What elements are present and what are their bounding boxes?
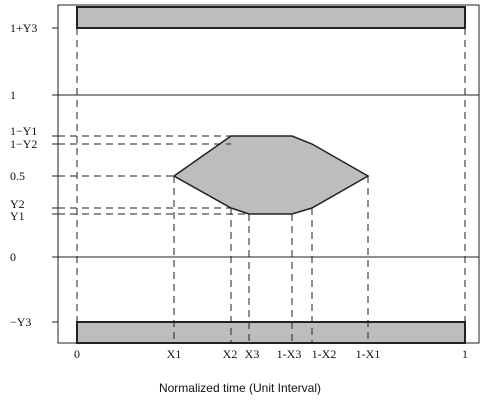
center-mask-polygon	[172, 135, 370, 215]
horizontal-guides	[58, 135, 249, 215]
x-label-x1: X1	[167, 347, 182, 361]
x-label-one-minus-x2: 1-X2	[312, 347, 337, 361]
y-label-half: 0.5	[10, 169, 25, 183]
y-label-y1: Y1	[10, 209, 25, 223]
x-label-one: 1	[462, 347, 468, 361]
x-label-one-minus-x1: 1-X1	[356, 347, 381, 361]
vertical-guides	[76, 28, 466, 343]
y-label-one-minus-y1: 1−Y1	[10, 124, 37, 138]
x-label-x2: X2	[223, 347, 238, 361]
x-label-one-minus-x3: 1-X3	[277, 347, 302, 361]
y-label-one: 1	[10, 88, 16, 102]
y-label-y2: Y2	[10, 197, 25, 211]
x-label-zero: 0	[74, 347, 80, 361]
x-axis-title: Normalized time (Unit Interval)	[159, 381, 321, 395]
y-ticks	[52, 27, 58, 323]
y-label-zero: 0	[10, 250, 16, 264]
lower-mask-region	[76, 321, 466, 344]
y-label-minus-y3: −Y3	[10, 315, 31, 329]
y-label-one-minus-y2: 1−Y2	[10, 137, 37, 151]
y-label-one-plus-y3: 1+Y3	[10, 21, 37, 35]
upper-mask-region	[76, 6, 466, 29]
x-label-x3: X3	[245, 347, 260, 361]
